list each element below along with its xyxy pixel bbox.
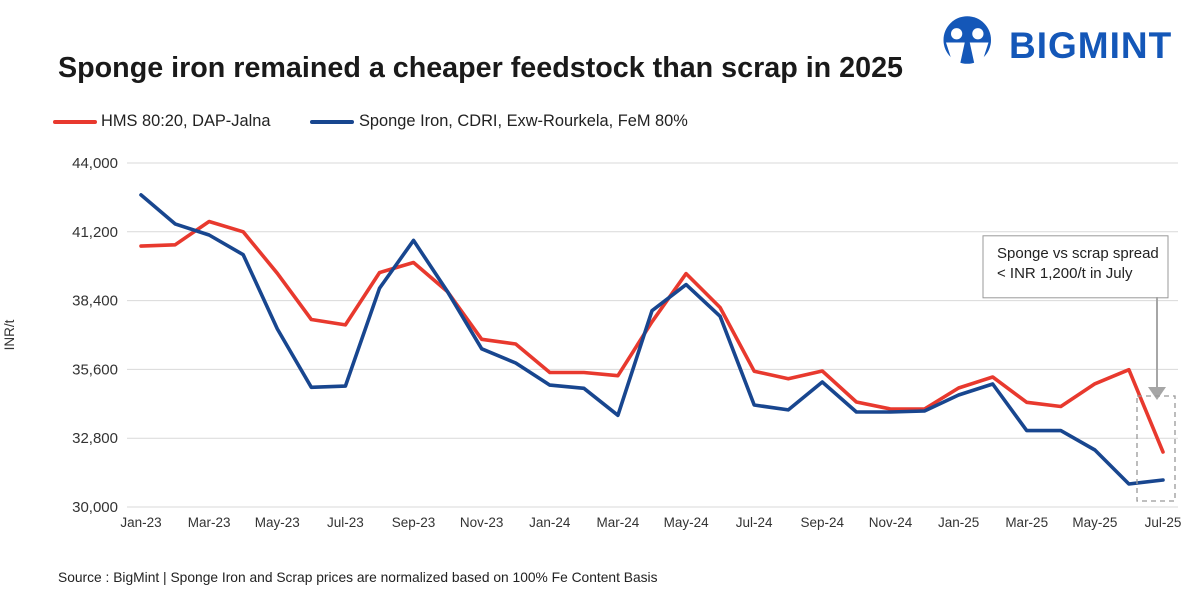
svg-text:Jul-24: Jul-24 [736, 515, 773, 530]
svg-text:Nov-23: Nov-23 [460, 515, 504, 530]
svg-text:Sponge vs scrap spread: Sponge vs scrap spread [997, 245, 1159, 262]
svg-text:< INR 1,200/t in July: < INR 1,200/t in July [997, 265, 1133, 282]
svg-text:35,600: 35,600 [72, 361, 118, 378]
svg-text:Jul-25: Jul-25 [1145, 515, 1182, 530]
svg-text:30,000: 30,000 [72, 499, 118, 516]
svg-text:Jan-24: Jan-24 [529, 515, 571, 530]
svg-text:Sep-23: Sep-23 [392, 515, 436, 530]
svg-text:44,000: 44,000 [72, 155, 118, 172]
svg-text:Sep-24: Sep-24 [801, 515, 845, 530]
svg-text:Mar-24: Mar-24 [597, 515, 640, 530]
svg-text:Nov-24: Nov-24 [869, 515, 913, 530]
svg-text:Jan-23: Jan-23 [120, 515, 161, 530]
svg-text:Mar-23: Mar-23 [188, 515, 231, 530]
svg-text:BIGMINT: BIGMINT [1009, 25, 1172, 66]
svg-text:May-24: May-24 [664, 515, 710, 530]
svg-text:Mar-25: Mar-25 [1005, 515, 1048, 530]
svg-text:41,200: 41,200 [72, 224, 118, 241]
svg-text:Jul-23: Jul-23 [327, 515, 364, 530]
svg-text:32,800: 32,800 [72, 430, 118, 447]
svg-text:May-23: May-23 [255, 515, 300, 530]
svg-text:38,400: 38,400 [72, 293, 118, 310]
svg-text:Jan-25: Jan-25 [938, 515, 979, 530]
svg-text:May-25: May-25 [1072, 515, 1117, 530]
svg-text:INR/t: INR/t [2, 319, 17, 350]
